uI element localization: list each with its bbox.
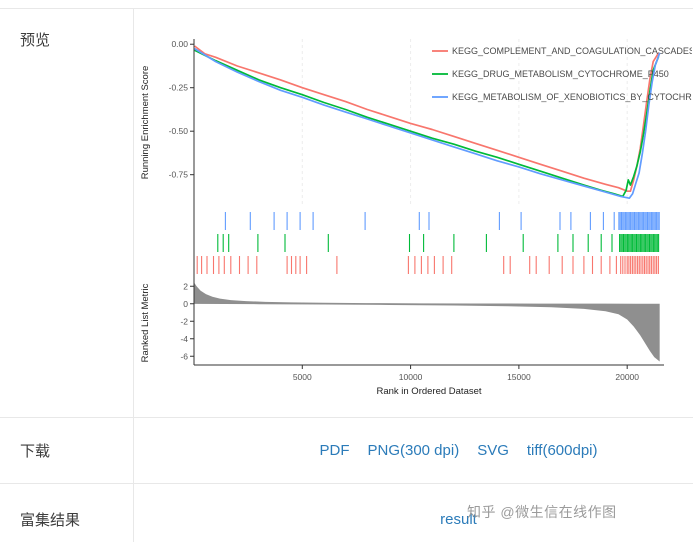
watermark-text: 知乎 @微生信在线作图: [467, 504, 617, 520]
svg-text:Running Enrichment Score: Running Enrichment Score: [140, 66, 151, 180]
preview-row: 预览 KEGG_COMPLEMENT_AND_COAGULATION_CASCA…: [0, 9, 693, 418]
svg-text:-4: -4: [180, 334, 188, 344]
result-label: 富集结果: [20, 511, 81, 529]
download-label: 下载: [20, 443, 51, 460]
svg-text:Rank in Ordered Dataset: Rank in Ordered Dataset: [376, 386, 481, 397]
svg-text:20000: 20000: [615, 372, 639, 382]
svg-text:-6: -6: [180, 351, 188, 361]
result-link[interactable]: result: [440, 510, 477, 528]
svg-text:KEGG_DRUG_METABOLISM_CYTOCHROM: KEGG_DRUG_METABOLISM_CYTOCHROME_P450: [452, 69, 669, 79]
download-tiff-link[interactable]: tiff(600dpi): [526, 442, 598, 459]
gsea-enrichment-plot: KEGG_COMPLEMENT_AND_COAGULATION_CASCADES…: [140, 39, 693, 397]
download-pdf-link[interactable]: PDF: [319, 442, 350, 459]
svg-text:KEGG_COMPLEMENT_AND_COAGULATIO: KEGG_COMPLEMENT_AND_COAGULATION_CASCADES: [452, 46, 692, 56]
svg-text:KEGG_METABOLISM_OF_XENOBIOTICS: KEGG_METABOLISM_OF_XENOBIOTICS_BY_CYTOCH…: [452, 92, 692, 102]
download-svg-link[interactable]: SVG: [477, 442, 509, 459]
svg-text:-0.50: -0.50: [169, 126, 189, 136]
svg-text:0.00: 0.00: [171, 39, 188, 49]
result-cell: result: [133, 484, 693, 542]
svg-text:-2: -2: [180, 316, 188, 326]
result-row: 富集结果 result: [0, 484, 693, 542]
download-png-link[interactable]: PNG(300 dpi): [367, 442, 460, 459]
svg-text:Ranked List Metric: Ranked List Metric: [140, 283, 151, 362]
svg-text:15000: 15000: [507, 372, 531, 382]
svg-text:-0.25: -0.25: [169, 83, 189, 93]
svg-text:10000: 10000: [399, 372, 423, 382]
svg-text:-0.75: -0.75: [169, 170, 189, 180]
download-row: 下载 PDF PNG(300 dpi) SVG tiff(600dpi): [0, 418, 693, 484]
svg-text:0: 0: [183, 299, 188, 309]
svg-text:5000: 5000: [293, 372, 312, 382]
result-table: 预览 KEGG_COMPLEMENT_AND_COAGULATION_CASCA…: [0, 8, 693, 542]
preview-cell: KEGG_COMPLEMENT_AND_COAGULATION_CASCADES…: [133, 9, 693, 417]
download-links: PDF PNG(300 dpi) SVG tiff(600dpi): [133, 418, 693, 483]
svg-text:2: 2: [183, 281, 188, 291]
preview-label: 预览: [20, 32, 51, 49]
